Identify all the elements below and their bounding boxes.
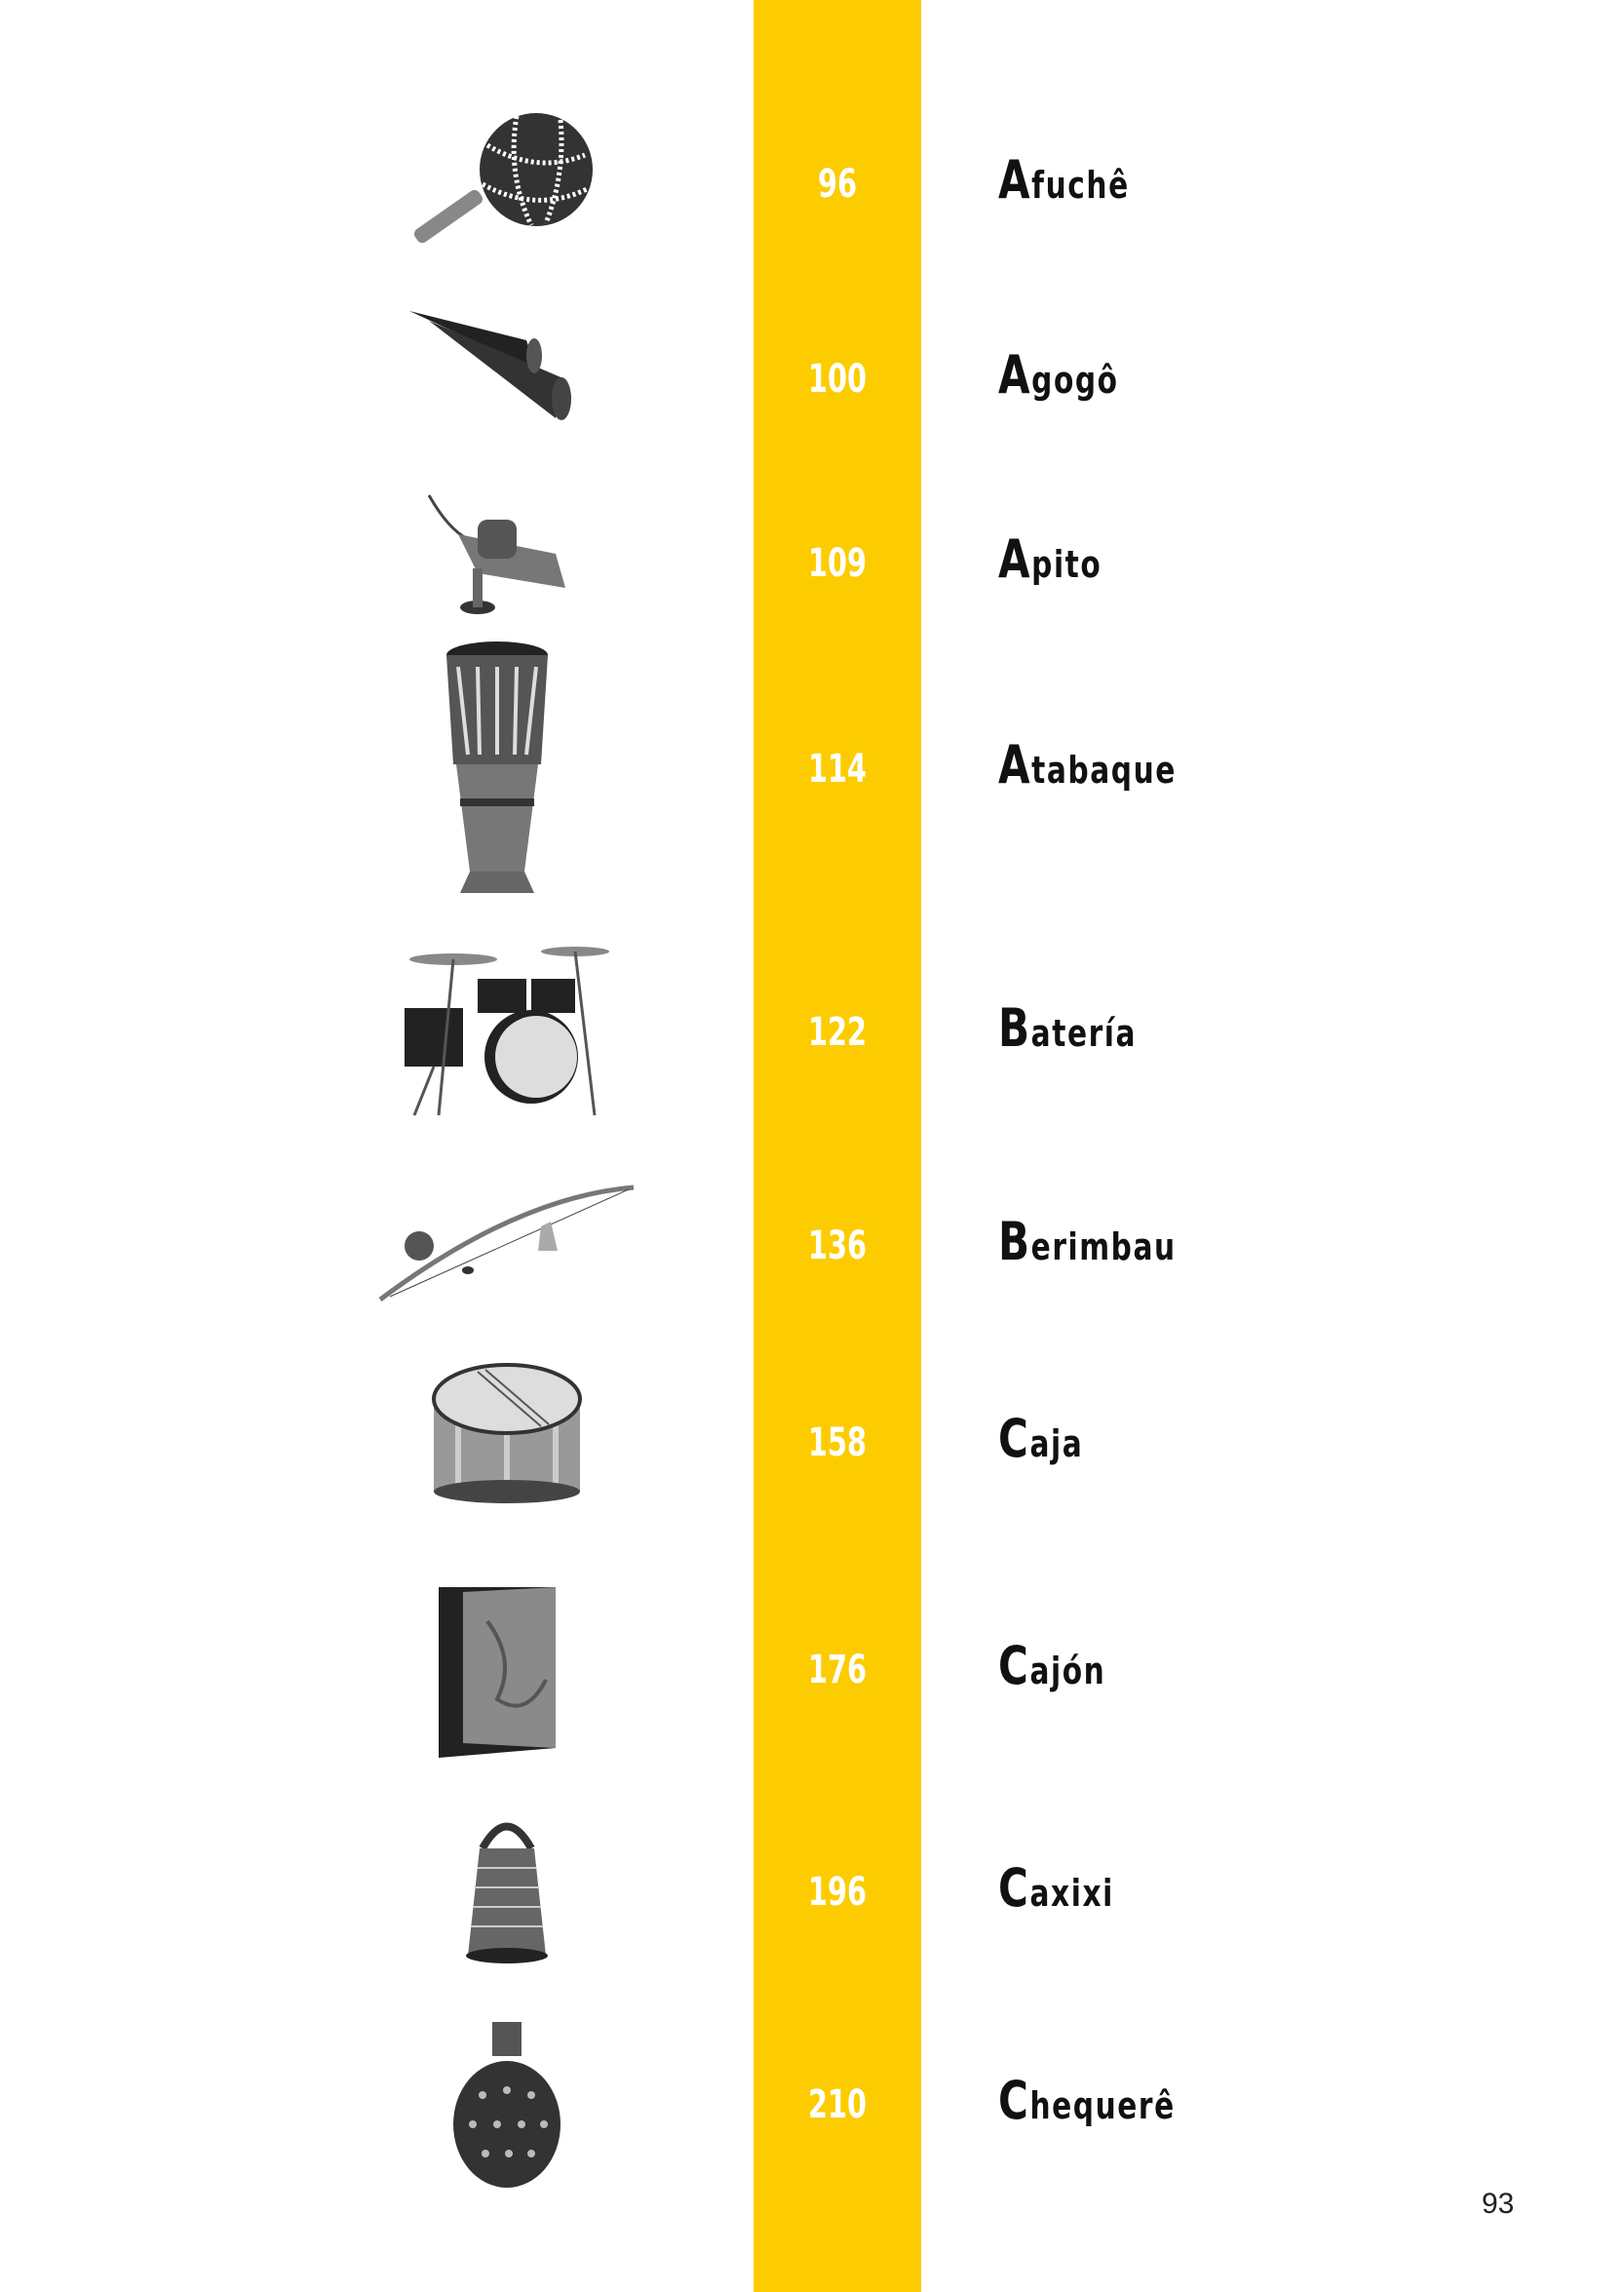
instrument-name[interactable]: Apito xyxy=(998,530,1102,594)
name-initial: C xyxy=(998,1635,1030,1696)
afuche-shaker-image xyxy=(370,106,643,266)
name-rest: tabaque xyxy=(1031,749,1177,792)
name-rest: axixi xyxy=(1029,1872,1114,1915)
chequere-image xyxy=(370,2017,643,2196)
page-reference[interactable]: 96 xyxy=(817,162,858,207)
instrument-name[interactable]: Afuchê xyxy=(998,151,1130,214)
page-reference[interactable]: 122 xyxy=(807,1010,868,1055)
instrument-name[interactable]: Cajón xyxy=(998,1637,1105,1700)
page-reference[interactable]: 109 xyxy=(807,541,868,586)
snare-drum-image xyxy=(370,1360,643,1530)
name-initial: C xyxy=(998,1857,1030,1919)
agogo-bell-image xyxy=(370,301,643,461)
name-rest: ajón xyxy=(1029,1650,1106,1692)
name-initial: C xyxy=(998,2070,1030,2131)
caxixi-image xyxy=(370,1809,643,1979)
page-reference[interactable]: 196 xyxy=(807,1870,868,1915)
yellow-index-band xyxy=(754,0,921,2292)
page-reference[interactable]: 114 xyxy=(807,747,868,792)
berimbau-image xyxy=(370,1178,643,1318)
name-rest: fuchê xyxy=(1031,164,1130,207)
name-rest: aja xyxy=(1029,1422,1084,1465)
name-initial: A xyxy=(998,344,1032,406)
drum-kit-image xyxy=(370,940,643,1129)
instrument-name[interactable]: Atabaque xyxy=(998,736,1177,799)
atabaque-drum-image xyxy=(370,638,643,905)
instrument-name[interactable]: Caja xyxy=(998,1410,1083,1473)
instrument-name[interactable]: Batería xyxy=(998,999,1137,1063)
page-reference[interactable]: 158 xyxy=(807,1420,868,1465)
name-initial: B xyxy=(998,997,1031,1059)
name-rest: erimbau xyxy=(1030,1225,1177,1268)
name-rest: hequerê xyxy=(1029,2084,1176,2127)
name-initial: A xyxy=(998,528,1032,590)
instrument-name[interactable]: Caxixi xyxy=(998,1859,1114,1923)
name-initial: A xyxy=(998,149,1032,211)
name-rest: atería xyxy=(1030,1012,1138,1055)
apito-whistle-image xyxy=(370,490,643,641)
page-reference[interactable]: 100 xyxy=(807,357,868,402)
page-reference[interactable]: 210 xyxy=(807,2082,868,2127)
name-rest: pito xyxy=(1031,543,1102,586)
page-reference[interactable]: 176 xyxy=(807,1648,868,1692)
name-initial: A xyxy=(998,734,1032,796)
instrument-name[interactable]: Agogô xyxy=(998,346,1119,409)
name-initial: C xyxy=(998,1408,1030,1469)
name-initial: B xyxy=(998,1211,1031,1272)
page-reference[interactable]: 136 xyxy=(807,1224,868,1268)
page-number: 93 xyxy=(1482,2188,1515,2220)
instrument-name[interactable]: Chequerê xyxy=(998,2072,1176,2135)
cajon-image xyxy=(370,1582,643,1762)
instrument-name[interactable]: Berimbau xyxy=(998,1213,1177,1276)
name-rest: gogô xyxy=(1031,359,1119,402)
